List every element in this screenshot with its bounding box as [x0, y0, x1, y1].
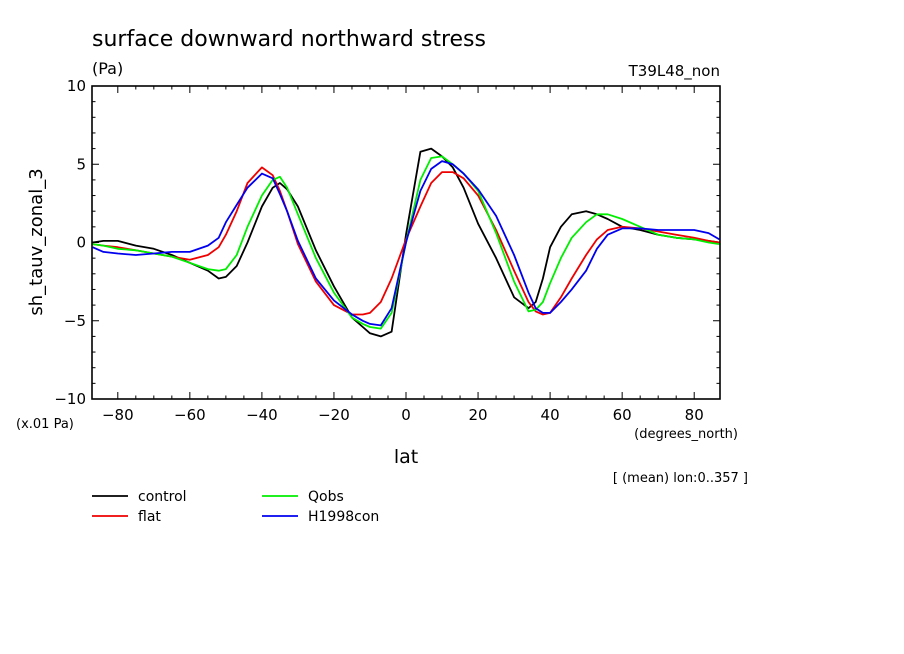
- legend: control flat Qobs H1998con: [92, 489, 379, 525]
- x-tick-label: 0: [401, 406, 411, 424]
- y-axis-label: sh_tauv_zonal_3: [26, 168, 47, 315]
- series-line-h1998con: [92, 160, 720, 327]
- x-tick-label: −60: [174, 406, 206, 424]
- y-tick-label: 10: [67, 77, 86, 95]
- x-units-label: (degrees_north): [634, 427, 738, 442]
- legend-label-control: control: [138, 489, 187, 505]
- mean-note: [ (mean) lon:0..357 ]: [613, 471, 748, 486]
- x-tick-labels: −80 −60 −40 −20 0 20 40 60 80: [102, 406, 704, 424]
- legend-label-flat: flat: [138, 509, 161, 525]
- x-tick-label: 40: [541, 406, 560, 424]
- run-label: T39L48_non: [628, 62, 720, 81]
- y-tick-label: 5: [76, 155, 86, 173]
- y-tick-label: −10: [54, 390, 86, 408]
- units-label: (Pa): [92, 59, 123, 78]
- x-tick-label: −20: [318, 406, 350, 424]
- x-tick-label: −40: [246, 406, 278, 424]
- x-tick-label: 20: [469, 406, 488, 424]
- y-tick-label: −5: [64, 312, 86, 330]
- x-tick-label: −80: [102, 406, 134, 424]
- x-tick-label: 60: [613, 406, 632, 424]
- y-scale-note: (x.01 Pa): [16, 417, 74, 432]
- y-tick-labels: −10 −5 0 5 10: [54, 77, 86, 408]
- legend-label-h1998con: H1998con: [308, 509, 379, 525]
- plot-frame: [91, 85, 721, 400]
- series-lines: [92, 147, 720, 338]
- x-axis-label: lat: [394, 446, 418, 468]
- legend-label-qobs: Qobs: [308, 489, 344, 505]
- x-tick-label: 80: [685, 406, 704, 424]
- y-tick-label: 0: [76, 234, 86, 252]
- chart-title: surface downward northward stress: [92, 27, 486, 52]
